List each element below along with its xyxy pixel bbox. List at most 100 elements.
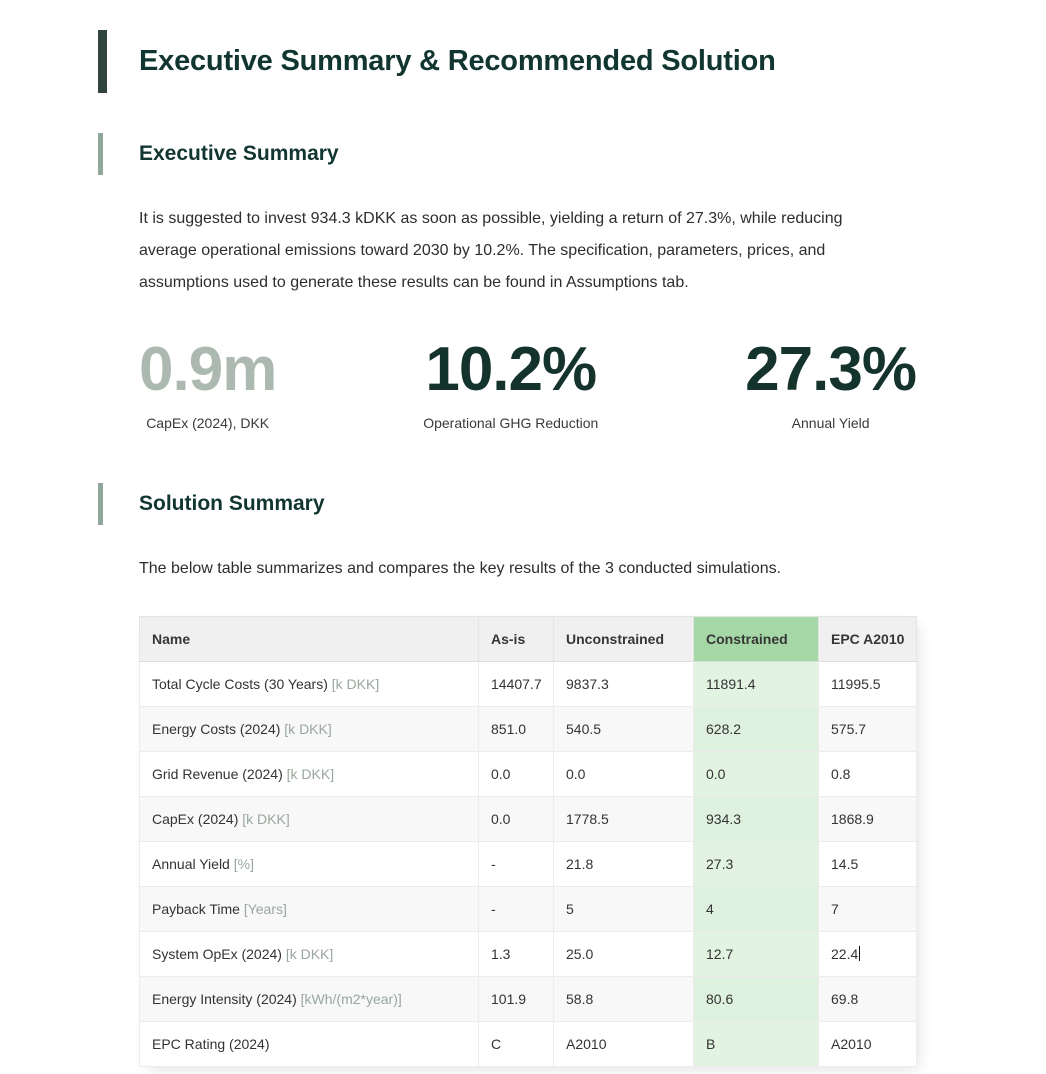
cell-value: 851.0 <box>491 721 527 737</box>
row-name: Annual Yield <box>152 856 230 872</box>
cell-value: 58.8 <box>566 991 594 1007</box>
cell-value: 14407.7 <box>491 676 542 692</box>
row-name: Total Cycle Costs (30 Years) <box>152 676 328 692</box>
table-row: Energy Costs (2024) [k DKK] 851.0 540.5 628… <box>139 706 917 752</box>
value-cell[interactable]: 0.0 <box>553 751 694 797</box>
cell-value: 101.9 <box>491 991 527 1007</box>
value-cell[interactable]: 12.7 <box>693 931 819 977</box>
value-cell[interactable]: 27.3 <box>693 841 819 887</box>
row-name-cell: Annual Yield [%] <box>139 841 479 887</box>
row-unit: [k DKK] <box>281 946 334 962</box>
value-cell[interactable]: B <box>693 1021 819 1067</box>
table-row: CapEx (2024) [k DKK] 0.0 1778.5 934.3 1868.9 <box>139 796 917 842</box>
row-unit: [Years] <box>239 901 287 917</box>
cell-value: A2010 <box>831 1036 872 1052</box>
value-cell[interactable]: 540.5 <box>553 706 694 752</box>
row-name-cell: Energy Intensity (2024) [kWh/(m2*year)] <box>139 976 479 1022</box>
value-cell[interactable]: 7 <box>818 886 917 932</box>
row-name-cell: EPC Rating (2024) <box>139 1021 479 1067</box>
section-accent-bar <box>98 133 103 175</box>
value-cell[interactable]: 4 <box>693 886 819 932</box>
row-name-cell: Payback Time [Years] <box>139 886 479 932</box>
value-cell[interactable]: 0.0 <box>693 751 819 797</box>
cell-value: 69.8 <box>831 991 859 1007</box>
metric-label: Operational GHG Reduction <box>423 415 599 431</box>
table-row: Payback Time [Years] - 5 4 7 <box>139 886 917 932</box>
value-cell[interactable]: 628.2 <box>693 706 819 752</box>
text-caret <box>859 946 861 961</box>
value-cell[interactable]: 58.8 <box>553 976 694 1022</box>
cell-value: - <box>491 901 496 917</box>
metric-capex: 0.9m CapEx (2024), DKK <box>139 339 277 432</box>
value-cell[interactable]: 69.8 <box>818 976 917 1022</box>
value-cell[interactable]: 1.3 <box>478 931 554 977</box>
cell-value: 7 <box>831 901 839 917</box>
cell-value: 0.0 <box>491 811 511 827</box>
cell-value: 0.0 <box>566 766 586 782</box>
section-accent-bar <box>98 483 103 525</box>
executive-summary-paragraph: It is suggested to invest 934.3 kDKK as … <box>139 210 843 291</box>
column-header-unconstrained: Unconstrained <box>553 616 694 662</box>
row-name: Grid Revenue (2024) <box>152 766 283 782</box>
value-cell[interactable]: 11891.4 <box>693 661 819 707</box>
value-cell[interactable]: 0.0 <box>478 796 554 842</box>
value-cell[interactable]: 934.3 <box>693 796 819 842</box>
cell-value: 27.3 <box>706 856 734 872</box>
value-cell[interactable]: 80.6 <box>693 976 819 1022</box>
value-cell[interactable]: 25.0 <box>553 931 694 977</box>
results-table-body: Total Cycle Costs (30 Years) [k DKK] 1440… <box>139 661 917 1067</box>
executive-summary-heading: Executive Summary <box>139 142 339 165</box>
row-unit: [k DKK] <box>280 721 332 737</box>
value-cell[interactable]: 14.5 <box>818 841 917 887</box>
cell-value: 628.2 <box>706 721 742 737</box>
value-cell[interactable]: C <box>478 1021 554 1067</box>
metric-ghg-reduction: 10.2% Operational GHG Reduction <box>423 339 599 432</box>
value-cell[interactable]: 0.8 <box>818 751 917 797</box>
value-cell[interactable]: 101.9 <box>478 976 554 1022</box>
value-cell[interactable]: 21.8 <box>553 841 694 887</box>
row-unit: [k DKK] <box>327 676 380 692</box>
value-cell[interactable]: - <box>478 886 554 932</box>
value-cell[interactable]: 22.4 <box>818 931 917 977</box>
value-cell[interactable]: - <box>478 841 554 887</box>
page-title: Executive Summary & Recommended Solution <box>139 45 776 77</box>
value-cell[interactable]: 851.0 <box>478 706 554 752</box>
metric-annual-yield: 27.3% Annual Yield <box>745 339 917 432</box>
value-cell[interactable]: 1868.9 <box>818 796 917 842</box>
row-name: Energy Intensity (2024) <box>152 991 297 1007</box>
value-cell[interactable]: 14407.7 <box>478 661 554 707</box>
title-accent-bar <box>98 30 107 93</box>
column-header-constrained: Constrained <box>693 616 819 662</box>
value-cell[interactable]: 0.0 <box>478 751 554 797</box>
row-name: System OpEx (2024) <box>152 946 282 962</box>
table-row: EPC Rating (2024) C A2010 B A2010 <box>139 1021 917 1067</box>
cell-value: 22.4 <box>831 946 859 962</box>
results-table-head-row: Name As-is Unconstrained Constrained EPC A20… <box>139 616 917 662</box>
value-cell[interactable]: 9837.3 <box>553 661 694 707</box>
row-name-cell: System OpEx (2024) [k DKK] <box>139 931 479 977</box>
row-unit: [k DKK] <box>238 811 290 827</box>
cell-value: 80.6 <box>706 991 734 1007</box>
cell-value: 575.7 <box>831 721 867 737</box>
cell-value: 9837.3 <box>566 676 609 692</box>
value-cell[interactable]: 1778.5 <box>553 796 694 842</box>
table-row: Energy Intensity (2024) [kWh/(m2*year)] 1… <box>139 976 917 1022</box>
cell-value: 540.5 <box>566 721 602 737</box>
value-cell[interactable]: A2010 <box>553 1021 694 1067</box>
cell-value: C <box>491 1036 502 1052</box>
kpi-metrics-row: 0.9m CapEx (2024), DKK 10.2% Operational… <box>139 339 917 432</box>
cell-value: 14.5 <box>831 856 859 872</box>
table-row: Grid Revenue (2024) [k DKK] 0.0 0.0 0.0 0.8 <box>139 751 917 797</box>
value-cell[interactable]: 5 <box>553 886 694 932</box>
value-cell[interactable]: 575.7 <box>818 706 917 752</box>
row-name: EPC Rating (2024) <box>152 1036 270 1052</box>
value-cell[interactable]: A2010 <box>818 1021 917 1067</box>
value-cell[interactable]: 11995.5 <box>818 661 917 707</box>
cell-value: 1778.5 <box>566 811 609 827</box>
page-title-block: Executive Summary & Recommended Solution <box>98 30 1046 93</box>
cell-value: 934.3 <box>706 811 742 827</box>
section-executive-summary-heading: Executive Summary <box>98 133 1046 175</box>
cell-value: 0.8 <box>831 766 851 782</box>
metric-label: Annual Yield <box>791 415 870 431</box>
cell-value: 11891.4 <box>706 676 756 692</box>
